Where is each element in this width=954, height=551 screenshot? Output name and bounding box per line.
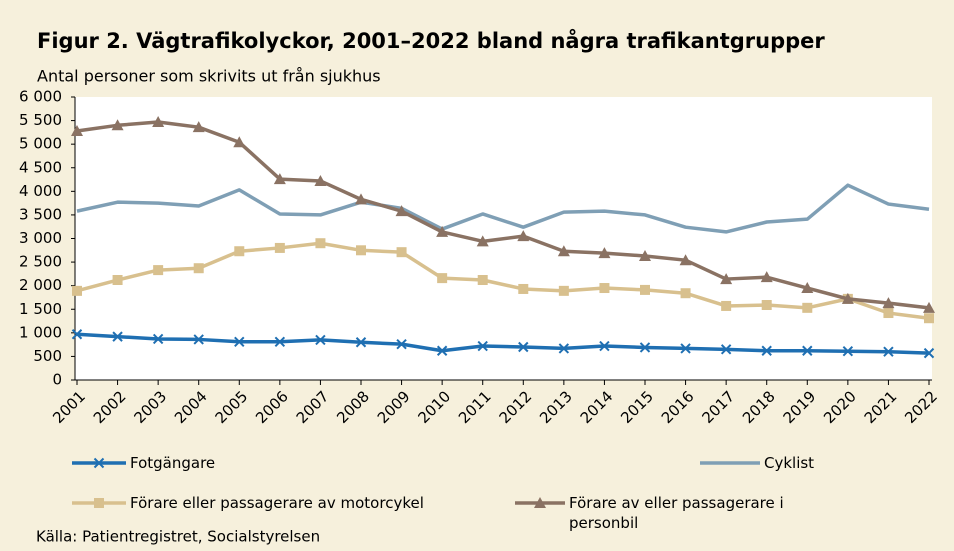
marker [802, 345, 813, 356]
marker [355, 193, 367, 205]
marker [679, 254, 692, 266]
marker [234, 246, 245, 257]
legend-label: Fotgängare [130, 454, 216, 472]
y-tick-label: 4 000 [19, 182, 62, 200]
marker [314, 174, 327, 186]
marker [192, 121, 205, 133]
marker [760, 271, 773, 283]
marker [802, 302, 813, 313]
legend-marker [93, 457, 105, 469]
marker [883, 346, 894, 357]
marker [518, 341, 529, 353]
marker [882, 297, 895, 309]
y-tick-label: 6 000 [19, 88, 62, 106]
marker [436, 345, 448, 356]
marker [476, 235, 489, 247]
legend-marker [94, 498, 104, 508]
marker [640, 284, 650, 295]
marker [274, 336, 286, 348]
legend-marker [534, 497, 546, 508]
marker [273, 173, 286, 185]
marker [152, 333, 164, 345]
marker [315, 238, 326, 249]
marker [436, 225, 449, 237]
y-tick-label: 5 000 [19, 135, 62, 153]
marker [924, 313, 934, 324]
series-line [76, 183, 930, 234]
marker [112, 275, 123, 286]
y-tick-label: 1 500 [19, 300, 62, 318]
y-tick-label: 3 000 [19, 229, 62, 247]
marker [599, 340, 610, 352]
marker [558, 285, 569, 296]
marker [71, 124, 83, 136]
marker [72, 285, 82, 296]
marker [761, 300, 772, 311]
marker [801, 282, 814, 294]
marker [112, 331, 123, 342]
marker [153, 265, 164, 276]
marker [841, 292, 854, 304]
y-tick-label: 3 500 [19, 205, 62, 223]
marker [923, 301, 935, 313]
marker [111, 119, 124, 131]
marker [720, 273, 733, 285]
marker [193, 334, 204, 345]
source: Källa: Patientregistret, Socialstyrelsen [36, 528, 320, 546]
marker [923, 347, 935, 359]
marker [680, 343, 691, 354]
marker [395, 205, 408, 217]
marker [152, 115, 165, 127]
marker [598, 247, 611, 259]
marker [355, 337, 367, 348]
series-line [76, 332, 930, 355]
marker [396, 247, 407, 258]
marker [639, 342, 651, 353]
legend-label: Cyklist [764, 454, 815, 472]
marker [883, 308, 894, 319]
y-tick-label: 5 500 [19, 111, 62, 129]
marker [680, 288, 691, 299]
marker [639, 249, 651, 261]
marker [518, 283, 529, 294]
subtitle: Antal personer som skrivits ut från sjuk… [37, 67, 381, 86]
marker [477, 275, 488, 286]
marker [193, 263, 204, 274]
marker [477, 340, 488, 352]
marker [558, 343, 570, 354]
series-line [76, 120, 930, 310]
marker [599, 283, 610, 294]
y-tick-label: 500 [33, 347, 62, 365]
marker [71, 329, 83, 340]
y-tick-label: 2 000 [19, 276, 62, 294]
marker [315, 334, 326, 346]
marker [234, 336, 245, 348]
marker [720, 344, 732, 355]
y-tick-label: 2 500 [19, 253, 62, 271]
y-tick-label: 0 [52, 371, 62, 389]
marker [356, 245, 366, 256]
marker [761, 345, 772, 356]
legend-label: Förare av eller passagerare i personbil [569, 494, 784, 532]
marker [557, 245, 570, 257]
marker [233, 136, 246, 148]
series-line [76, 241, 930, 320]
marker [437, 273, 448, 284]
marker [396, 338, 407, 350]
legend-label: Förare eller passagerare av motorcykel [130, 494, 424, 512]
marker [274, 242, 285, 253]
marker [842, 346, 854, 357]
marker [721, 300, 732, 311]
y-tick-label: 1 000 [19, 323, 62, 341]
chart-title: Figur 2. Vägtrafikolyckor, 2001–2022 bla… [37, 28, 825, 53]
marker [517, 230, 530, 242]
y-tick-label: 4 500 [19, 158, 62, 176]
